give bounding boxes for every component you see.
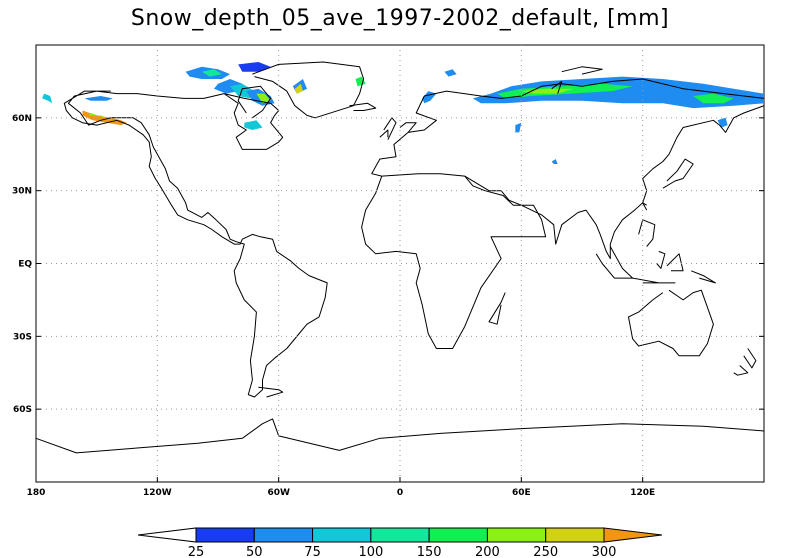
snow-region-siberia-main xyxy=(472,76,764,109)
coastline-13 xyxy=(656,250,666,269)
coastline-19 xyxy=(743,348,757,369)
coastline-5 xyxy=(379,129,389,138)
colorbar-level-label: 50 xyxy=(246,545,263,558)
snow-region-ural xyxy=(515,122,522,133)
x-tick-label: 120E xyxy=(630,488,655,498)
x-tick-label: 120W xyxy=(143,488,172,498)
coastline-20 xyxy=(733,365,749,376)
y-tick-label: EQ xyxy=(18,260,32,270)
colorbar-level-label: 100 xyxy=(358,545,383,558)
snow-region-alaska-west xyxy=(42,93,53,104)
snow-region-kamchatka xyxy=(717,117,728,128)
snow-region-tien-shan xyxy=(551,159,558,164)
colorbar-swatch xyxy=(486,527,547,543)
map-title: Snow_depth_05_ave_1997-2002_default, [mm… xyxy=(130,6,670,31)
colorbar-level-label: 25 xyxy=(188,545,205,558)
snow-region-brooks-range xyxy=(84,96,113,101)
colorbar-over-triangle xyxy=(603,527,663,543)
colorbar-swatch xyxy=(312,527,372,543)
colorbar-level-label: 250 xyxy=(533,545,558,558)
colorbar-level-label: 75 xyxy=(304,545,321,558)
colorbar-level-label: 300 xyxy=(592,545,617,558)
y-tick-label: 60N xyxy=(12,114,32,124)
coastline-25 xyxy=(399,122,417,133)
coastline-14 xyxy=(691,270,716,284)
snow-region-ellesmere xyxy=(238,62,271,72)
coastline-4 xyxy=(383,117,397,140)
coastline-23 xyxy=(551,80,563,94)
axis-tick-layer: 180 120W 60W 0 60E 120E 60N 30N EQ 30S 60S xyxy=(12,114,764,498)
y-tick-label: 30N xyxy=(12,187,32,197)
coastline-11 xyxy=(632,277,676,284)
colorbar-swatch xyxy=(195,527,255,543)
snow-region-siberia-east-core xyxy=(693,93,734,104)
coastline-1 xyxy=(237,85,272,119)
graticule-layer xyxy=(36,45,764,482)
coastline-6 xyxy=(361,173,547,349)
colorbar-under-triangle xyxy=(137,527,197,543)
coastline-12 xyxy=(666,253,684,272)
snow-region-svalbard xyxy=(444,69,457,77)
colorbar: 25 50 75 100 150 200 250 300 xyxy=(137,527,663,558)
snow-region-canada-arctic-2 xyxy=(201,69,222,77)
x-tick-label: 60E xyxy=(512,488,531,498)
snow-region-greenland-e xyxy=(355,76,366,87)
coastline-15 xyxy=(638,219,656,247)
colorbar-level-label: 200 xyxy=(475,545,500,558)
colorbar-swatch xyxy=(545,527,605,543)
colorbar-swatch xyxy=(370,527,430,543)
coastline-24 xyxy=(258,386,284,398)
colorbar-swatch xyxy=(428,527,488,543)
coastline-3 xyxy=(349,102,377,111)
x-tick-label: 180 xyxy=(27,488,46,498)
colorbar-level-label: 150 xyxy=(417,545,442,558)
coastline-9 xyxy=(464,105,765,260)
snow-region-baffin-core xyxy=(256,93,271,104)
snow-region-greenland-w-core xyxy=(294,83,303,94)
snow-region-alaska-coast xyxy=(88,113,119,123)
coastline-layer xyxy=(35,61,765,454)
y-tick-label: 60S xyxy=(13,405,32,415)
coastline-17 xyxy=(662,158,694,189)
coastline-18 xyxy=(628,289,714,357)
snow-depth-layer xyxy=(42,62,764,164)
snow-region-hudson-east xyxy=(244,120,263,130)
coastline-8 xyxy=(371,78,765,177)
coastline-0 xyxy=(63,90,328,398)
coastline-10 xyxy=(595,246,634,279)
x-tick-label: 0 xyxy=(397,488,403,498)
coastline-22 xyxy=(561,66,603,75)
coastline-16 xyxy=(642,202,648,211)
colorbar-swatch xyxy=(253,527,314,543)
y-tick-label: 30S xyxy=(13,332,32,342)
x-tick-label: 60W xyxy=(267,488,290,498)
coastline-7 xyxy=(488,292,506,325)
coastline-2 xyxy=(252,61,365,119)
snow-region-alaska-range xyxy=(82,110,127,126)
snow-region-scandinavia xyxy=(422,91,437,104)
